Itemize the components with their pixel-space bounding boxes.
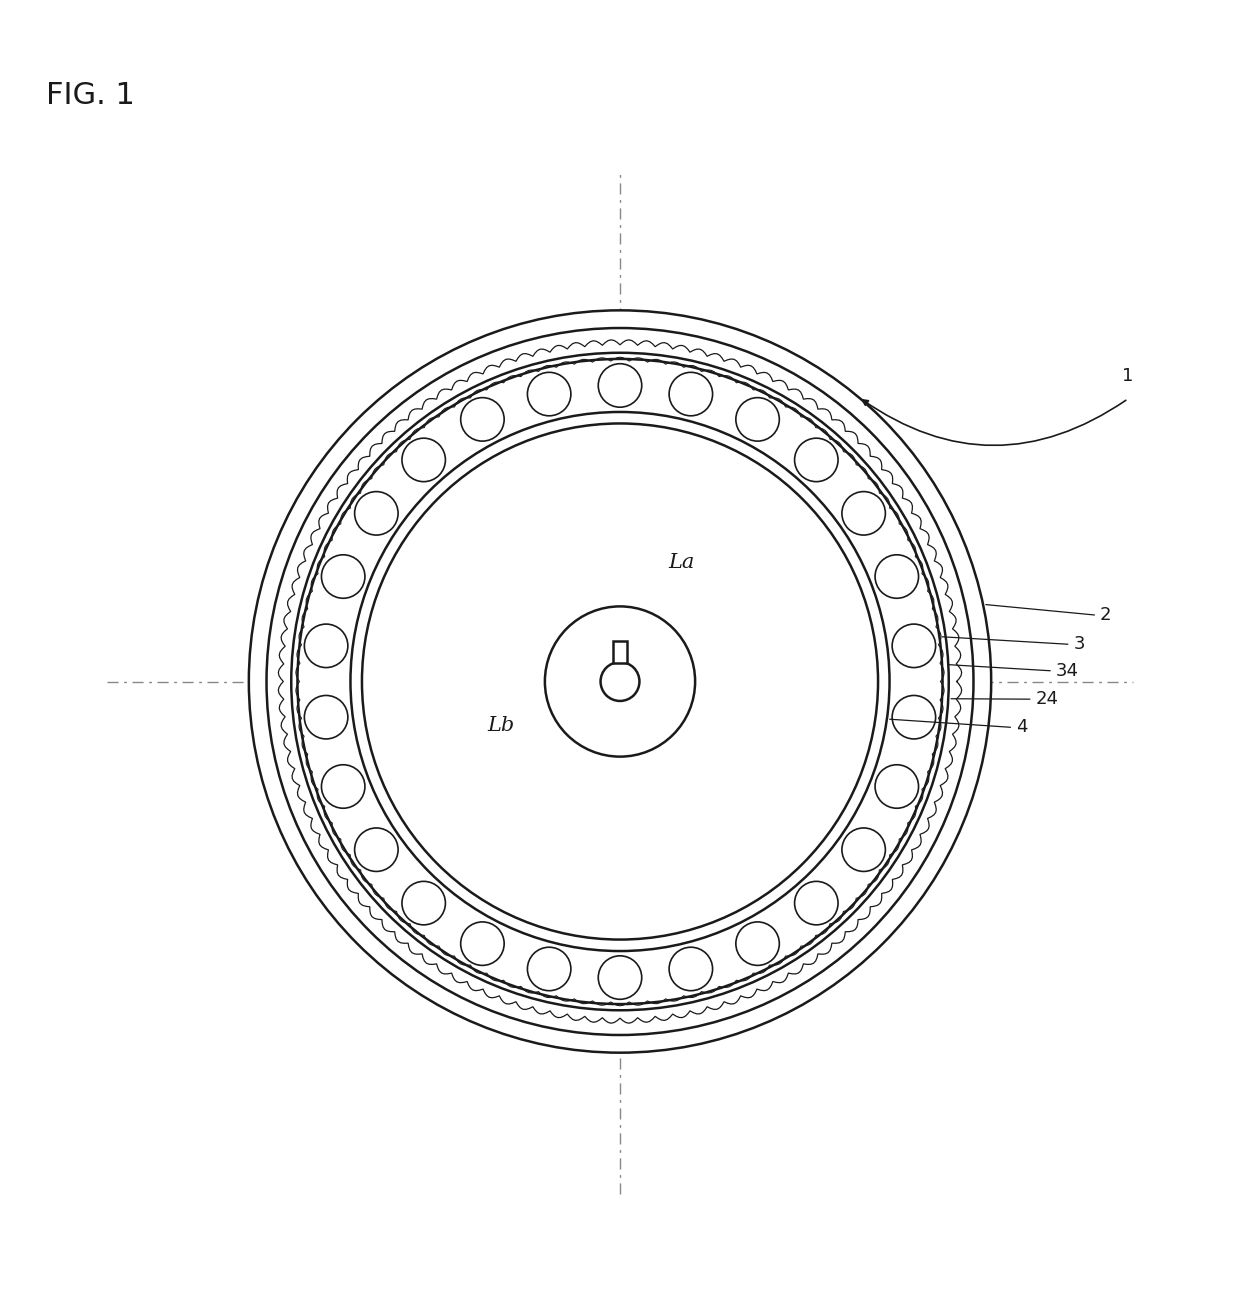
Text: 4: 4 [1016,718,1028,736]
Circle shape [461,922,505,965]
Circle shape [304,624,348,668]
Circle shape [600,662,640,701]
Circle shape [892,696,936,739]
Circle shape [670,372,713,415]
Circle shape [875,765,919,808]
Circle shape [875,555,919,599]
Circle shape [355,828,398,871]
Text: FIG. 1: FIG. 1 [46,81,134,110]
Circle shape [735,922,779,965]
Circle shape [527,947,570,990]
Text: La: La [668,553,694,571]
Circle shape [735,398,779,441]
Circle shape [321,765,365,808]
Text: Lb: Lb [487,717,515,735]
Circle shape [842,491,885,534]
Circle shape [598,956,642,1000]
Circle shape [355,491,398,534]
Circle shape [670,947,713,990]
Circle shape [249,310,991,1053]
Circle shape [842,828,885,871]
Bar [613,641,627,663]
Text: 24: 24 [1035,690,1059,709]
Circle shape [527,372,570,415]
Text: 34: 34 [1055,662,1079,680]
Circle shape [461,398,505,441]
Circle shape [795,438,838,482]
Circle shape [598,364,642,407]
Circle shape [402,438,445,482]
Circle shape [892,624,936,668]
Circle shape [795,882,838,925]
Circle shape [544,607,696,757]
Circle shape [402,882,445,925]
Text: 1: 1 [1122,368,1133,385]
Text: 3: 3 [1074,635,1085,654]
Circle shape [321,555,365,599]
Circle shape [304,696,348,739]
Text: 2: 2 [1100,607,1111,625]
